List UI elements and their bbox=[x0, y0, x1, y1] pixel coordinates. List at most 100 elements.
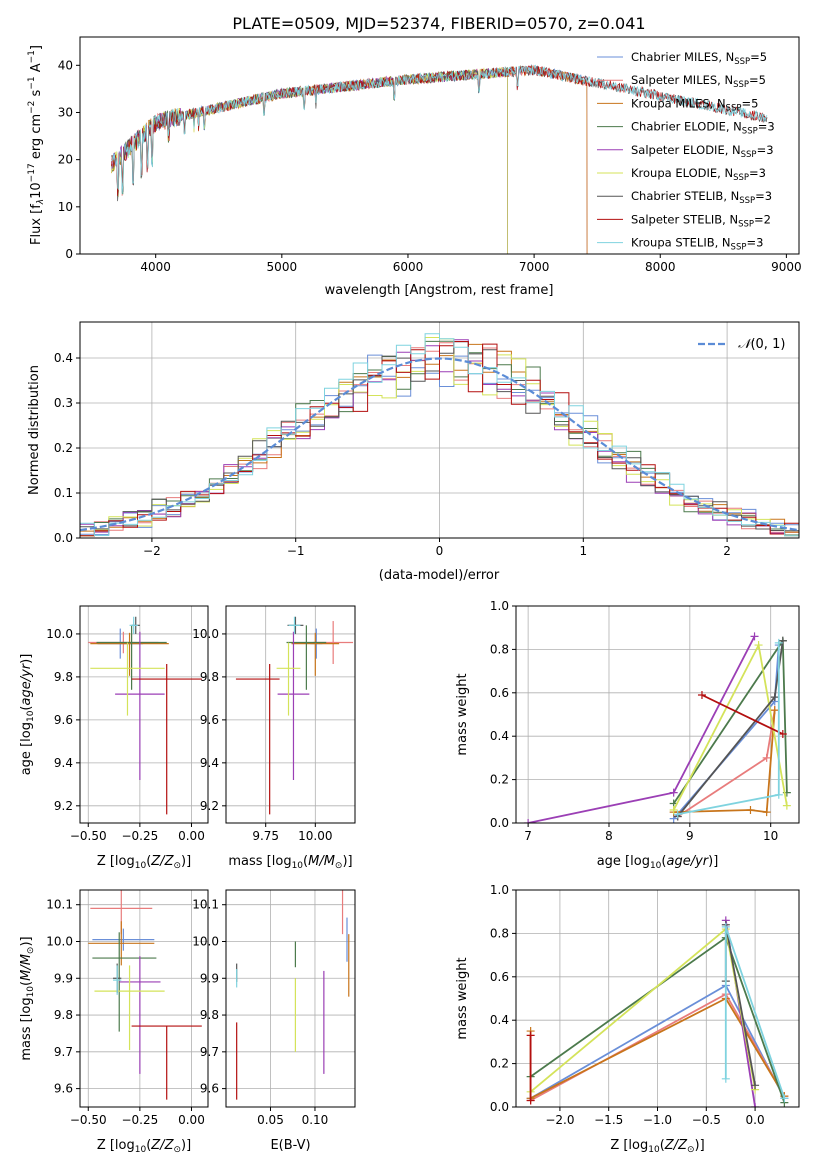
y-tick-label: 0.0 bbox=[54, 531, 73, 545]
residual-legend-label: 𝒩(0, 1) bbox=[738, 337, 785, 352]
weight_vs_age-xlabel: age [log10(age/yr)] bbox=[597, 854, 719, 871]
mass_vs_ebv-panel: 0.05 0.10 9.6 9.7 9.8 9.9 10.0 10.1 E(B-V) bbox=[192, 889, 356, 1153]
small-panels: −0.50 −0.25 0.00 9.2 9.4 9.6 9.8 10.0 Z [log10(Z… bbox=[19, 599, 800, 1155]
weight-marker bbox=[778, 730, 787, 739]
x-tick-label: 4000 bbox=[140, 260, 171, 274]
x-tick-label: −2 bbox=[143, 544, 161, 558]
y-tick-label: 0.0 bbox=[490, 816, 509, 830]
y-tick-label: 0.4 bbox=[54, 351, 73, 365]
weight-marker bbox=[762, 808, 771, 817]
x-tick-label: 10.00 bbox=[298, 829, 332, 843]
y-tick-label: 0.6 bbox=[490, 686, 509, 700]
weight_vs_age-panel: 7 8 9 10 0.0 0.2 0.4 0.6 0.8 1.0 age [log10(age/yr… bbox=[455, 599, 800, 871]
y-tick-label: 9.2 bbox=[200, 799, 219, 813]
errorbar-point-3 bbox=[291, 632, 340, 676]
age_vs_z-plot-area bbox=[88, 616, 202, 815]
y-tick-label: 0.4 bbox=[490, 729, 509, 743]
spectrum-line-6 bbox=[111, 67, 508, 254]
legend-entry: Kroupa MILES, NSSP=5 bbox=[631, 96, 758, 113]
x-tick-label: −1.0 bbox=[643, 1113, 672, 1127]
weight-marker bbox=[697, 690, 706, 699]
errorbar-point-9 bbox=[288, 616, 301, 634]
weight-marker bbox=[673, 810, 682, 819]
mass_vs_z-axes: −0.50 −0.25 0.00 9.6 9.7 9.8 9.9 10.0 10.1 bbox=[46, 898, 205, 1127]
weight-marker bbox=[669, 805, 678, 814]
residual-legend: 𝒩(0, 1) bbox=[698, 337, 785, 352]
errorbar-point-8 bbox=[131, 664, 202, 815]
weight_vs_age-ylabel: mass weight bbox=[455, 673, 470, 755]
legend-entry: Chabrier ELODIE, NSSP=3 bbox=[631, 120, 775, 137]
y-tick-label: 10.0 bbox=[46, 627, 73, 641]
age_vs_z-grid bbox=[80, 606, 208, 823]
weight-marker bbox=[526, 1031, 535, 1040]
mass_vs_ebv-xlabel: E(B-V) bbox=[270, 1138, 310, 1153]
x-tick-label: −0.25 bbox=[121, 1113, 158, 1127]
spectrum-axes: 4000 5000 6000 7000 8000 9000 0 10 20 30 40 bbox=[58, 58, 802, 274]
weight-marker bbox=[770, 693, 779, 702]
y-tick-label: 1.0 bbox=[490, 883, 509, 897]
y-tick-label: 10.0 bbox=[192, 627, 219, 641]
residual-axes: −2 −1 0 1 2 0.0 0.1 0.2 0.3 0.4 bbox=[54, 351, 731, 558]
age_vs_mass-frame bbox=[225, 605, 356, 824]
mass_vs_z-grid bbox=[80, 890, 208, 1107]
legend-entry: Salpeter STELIB, NSSP=2 bbox=[631, 212, 771, 229]
spectrum-plot-area bbox=[111, 64, 768, 254]
x-tick-label: 8000 bbox=[645, 260, 676, 274]
mass_vs_z-plot-area bbox=[88, 890, 202, 1100]
weight-line-5 bbox=[527, 635, 756, 823]
errorbar-point-3 bbox=[90, 632, 169, 676]
y-tick-label: 0 bbox=[65, 247, 73, 261]
x-tick-label: −1 bbox=[287, 544, 305, 558]
y-tick-label: 0.2 bbox=[54, 441, 73, 455]
figure-title: PLATE=0509, MJD=52374, FIBERID=0570, z=0… bbox=[232, 14, 645, 33]
weight-line-3 bbox=[673, 710, 776, 814]
spectrum-line-1 bbox=[111, 64, 588, 254]
spectrum-line-4 bbox=[111, 66, 508, 254]
errorbar-point-6 bbox=[90, 642, 165, 716]
weight_vs_age-grid bbox=[516, 605, 799, 824]
y-tick-label: 9.8 bbox=[54, 670, 73, 684]
errorbar-point-5 bbox=[277, 631, 310, 781]
errorbar-point-9 bbox=[113, 965, 122, 995]
weight-line-7 bbox=[677, 640, 784, 818]
spectrum-line-5 bbox=[111, 67, 508, 254]
x-tick-label: 0.10 bbox=[302, 1113, 329, 1127]
x-tick-label: 0 bbox=[436, 544, 444, 558]
spectrum-xlabel: wavelength [Angstrom, rest frame] bbox=[325, 283, 554, 298]
weight-marker bbox=[774, 790, 783, 799]
weight-line-8 bbox=[701, 694, 784, 735]
y-tick-label: 9.9 bbox=[200, 971, 219, 985]
mass_vs_z-ylabel: mass [log10(M/M⊙)] bbox=[19, 936, 36, 1060]
x-tick-label: −2.0 bbox=[545, 1113, 574, 1127]
weight_vs_age-axes: 7 8 9 10 0.0 0.2 0.4 0.6 0.8 1.0 bbox=[490, 599, 778, 843]
y-tick-label: 0.4 bbox=[490, 1013, 509, 1027]
weight-marker bbox=[754, 641, 763, 650]
y-tick-label: 9.8 bbox=[200, 670, 219, 684]
y-tick-label: 10.0 bbox=[46, 934, 73, 948]
y-tick-label: 0.3 bbox=[54, 396, 73, 410]
age_vs_mass-grid bbox=[226, 606, 355, 823]
y-tick-label: 0.2 bbox=[490, 1057, 509, 1071]
weight-marker bbox=[750, 632, 759, 641]
errorbar-point-6 bbox=[276, 642, 301, 716]
x-tick-label: −0.5 bbox=[692, 1113, 721, 1127]
x-tick-label: 0.05 bbox=[257, 1113, 284, 1127]
age_vs_mass-axes: 9.75 10.00 9.2 9.4 9.6 9.8 10.0 bbox=[192, 627, 332, 843]
y-tick-label: 10.1 bbox=[46, 898, 73, 912]
y-tick-label: 9.4 bbox=[54, 756, 73, 770]
y-tick-label: 9.2 bbox=[54, 799, 73, 813]
residual-xlabel: (data-model)/error bbox=[379, 568, 500, 583]
y-tick-label: 0.0 bbox=[490, 1100, 509, 1114]
normal-curve bbox=[80, 357, 799, 532]
x-tick-label: 9 bbox=[686, 829, 694, 843]
errorbar-point-9 bbox=[129, 616, 138, 634]
x-tick-label: 0.0 bbox=[746, 1113, 765, 1127]
weight-marker bbox=[774, 638, 783, 647]
age_vs_z-ylabel: age [log10(age/yr)] bbox=[19, 654, 36, 776]
mass_vs_z-panel: −0.50 −0.25 0.00 9.6 9.7 9.8 9.9 10.0 10.1 Z [log… bbox=[19, 889, 209, 1155]
y-tick-label: 0.2 bbox=[490, 773, 509, 787]
legend-entry: Chabrier STELIB, NSSP=3 bbox=[631, 189, 772, 206]
y-tick-label: 10.1 bbox=[192, 898, 219, 912]
mass_vs_ebv-frame bbox=[225, 889, 356, 1108]
